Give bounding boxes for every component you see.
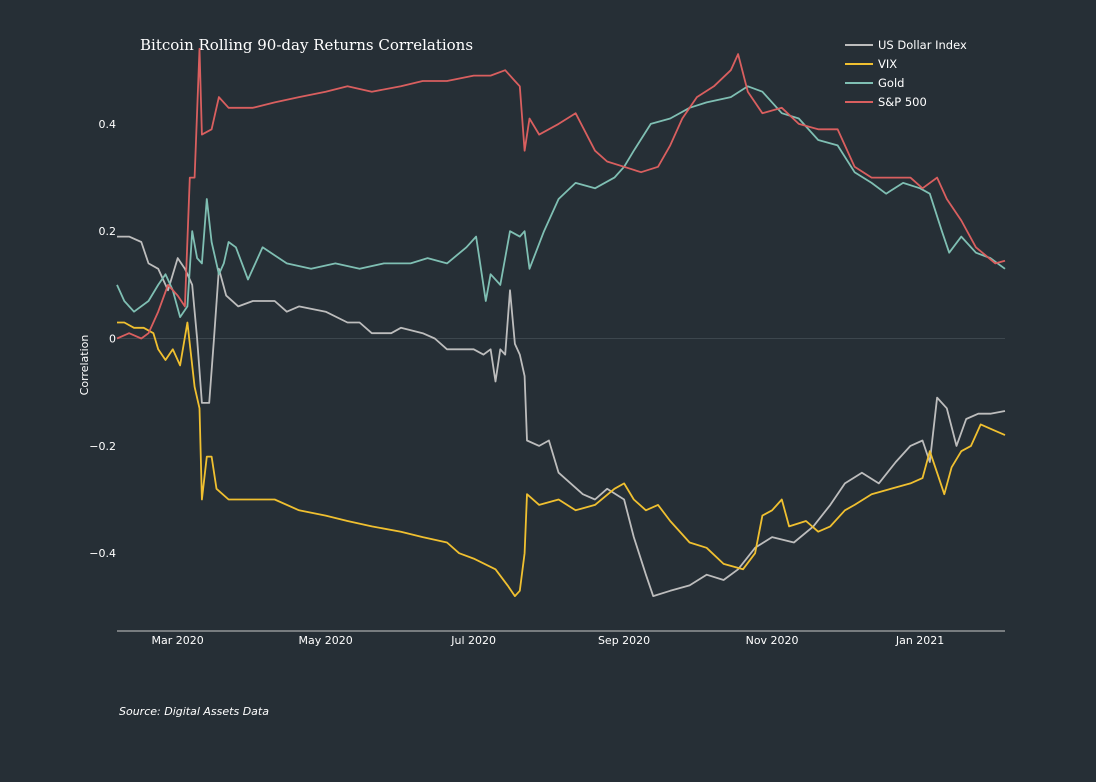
y-tick-label: 0.2	[99, 225, 117, 238]
y-axis-label: Correlation	[78, 335, 91, 396]
legend-item-label[interactable]: Gold	[878, 76, 904, 90]
source-note: Source: Digital Assets Data	[119, 705, 269, 718]
legend-item-label[interactable]: US Dollar Index	[878, 38, 967, 52]
x-tick-label: Nov 2020	[746, 634, 799, 647]
series-line-s-p-500	[116, 47, 1006, 340]
legend-item-label[interactable]: S&P 500	[878, 95, 927, 109]
legend-item-label[interactable]: VIX	[878, 57, 897, 71]
series-line-gold	[116, 85, 1006, 318]
y-tick-label: 0	[109, 333, 116, 346]
legend: US Dollar Index VIX Gold S&P 500	[845, 38, 967, 109]
series-line-vix	[117, 321, 1006, 597]
x-tick-label: Jul 2020	[450, 634, 496, 647]
chart-title: Bitcoin Rolling 90-day Returns Correlati…	[140, 36, 473, 54]
series-line-us-dollar-index	[117, 235, 1006, 597]
x-tick-label: May 2020	[299, 634, 353, 647]
y-tick-label: −0.4	[89, 547, 116, 560]
y-tick-label: −0.2	[89, 440, 116, 453]
x-tick-label: Mar 2020	[152, 634, 204, 647]
x-tick-label: Jan 2021	[895, 634, 944, 647]
x-tick-label: Sep 2020	[598, 634, 650, 647]
y-tick-label: 0.4	[99, 118, 117, 131]
